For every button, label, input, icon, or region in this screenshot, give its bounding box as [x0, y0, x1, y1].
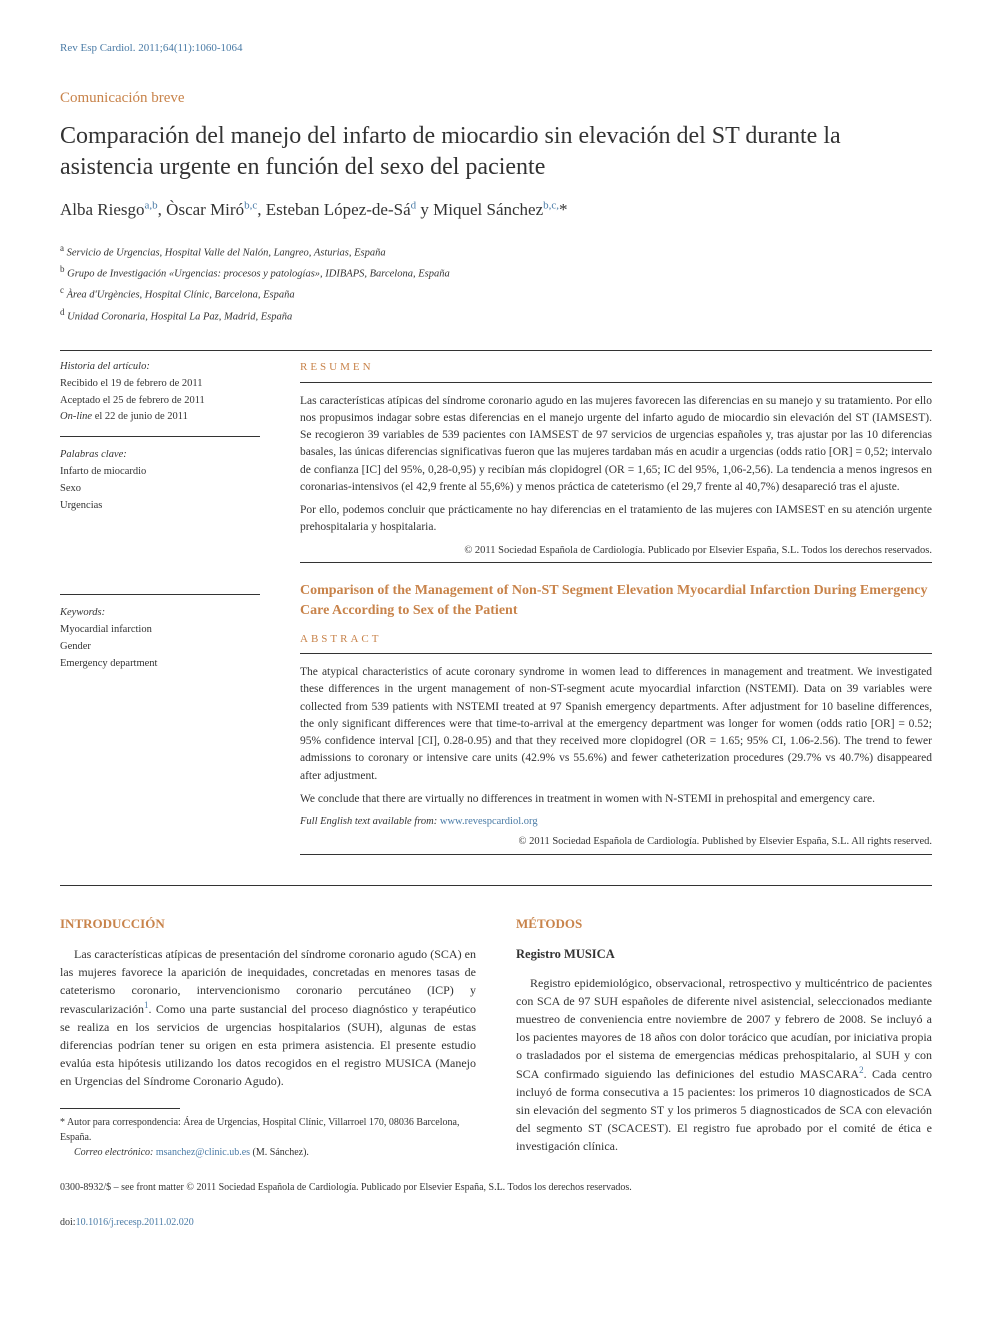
corresponding-author: * Autor para correspondencia: Área de Ur… — [60, 1115, 476, 1145]
left-column: INTRODUCCIÓN Las características atípica… — [60, 914, 476, 1161]
authors: Alba Riesgoa,b, Òscar Mirób,c, Esteban L… — [60, 197, 932, 223]
affiliations: a Servicio de Urgencias, Hospital Valle … — [60, 241, 932, 326]
footnote-separator — [60, 1108, 180, 1109]
footer-doi: doi:10.1016/j.recesp.2011.02.020 — [60, 1215, 932, 1230]
body-columns: INTRODUCCIÓN Las características atípica… — [60, 914, 932, 1161]
divider — [300, 562, 932, 563]
corresponding-email: Correo electrónico: msanchez@clinic.ub.e… — [60, 1145, 476, 1160]
footer-issn: 0300-8932/$ – see front matter © 2011 So… — [60, 1180, 932, 1195]
fulltext-url[interactable]: www.revespcardiol.org — [440, 816, 538, 827]
methods-text: Registro epidemiológico, observacional, … — [516, 974, 932, 1155]
resumen-label: RESUMEN — [300, 359, 932, 376]
article-type: Comunicación breve — [60, 87, 932, 110]
resumen-p1: Las características atípicas del síndrom… — [300, 393, 932, 497]
abstract-p1: The atypical characteristics of acute co… — [300, 664, 932, 785]
fulltext-link: Full English text available from: www.re… — [300, 814, 932, 830]
right-column: MÉTODOS Registro MUSICA Registro epidemi… — [516, 914, 932, 1161]
keywords-head: Keywords: — [60, 605, 260, 622]
history-received: Recibido el 19 de febrero de 2011 — [60, 376, 260, 393]
history-head: Historia del artículo: — [60, 359, 260, 376]
english-title: Comparison of the Management of Non-ST S… — [300, 581, 932, 620]
divider — [60, 350, 932, 351]
divider — [60, 436, 260, 437]
divider — [300, 653, 932, 654]
meta-sidebar: Historia del artículo: Recibido el 19 de… — [60, 359, 260, 864]
divider — [60, 885, 932, 886]
history-accepted: Aceptado el 25 de febrero de 2011 — [60, 393, 260, 410]
palabras-list: Infarto de miocardioSexoUrgencias — [60, 464, 260, 514]
history-online: On-line el 22 de junio de 2011 — [60, 409, 260, 426]
methods-head: MÉTODOS — [516, 914, 932, 934]
abstract-copyright: © 2011 Sociedad Española de Cardiología.… — [300, 834, 932, 850]
palabras-head: Palabras clave: — [60, 447, 260, 464]
divider — [60, 594, 260, 595]
resumen-p2: Por ello, podemos concluir que prácticam… — [300, 502, 932, 537]
divider — [300, 854, 932, 855]
article-title: Comparación del manejo del infarto de mi… — [60, 121, 932, 183]
resumen-copyright: © 2011 Sociedad Española de Cardiología.… — [300, 543, 932, 559]
abstract-p2: We conclude that there are virtually no … — [300, 791, 932, 808]
abstract-column: RESUMEN Las características atípicas del… — [300, 359, 932, 864]
divider — [300, 382, 932, 383]
methods-sub: Registro MUSICA — [516, 945, 932, 964]
abstract-meta-row: Historia del artículo: Recibido el 19 de… — [60, 359, 932, 864]
keywords-list: Myocardial infarctionGenderEmergency dep… — [60, 622, 260, 672]
doi-link[interactable]: 10.1016/j.recesp.2011.02.020 — [76, 1217, 194, 1228]
journal-reference: Rev Esp Cardiol. 2011;64(11):1060-1064 — [60, 40, 932, 57]
email-link[interactable]: msanchez@clinic.ub.es — [156, 1147, 250, 1158]
intro-text: Las características atípicas de presenta… — [60, 945, 476, 1090]
abstract-label: ABSTRACT — [300, 631, 932, 648]
intro-head: INTRODUCCIÓN — [60, 914, 476, 934]
